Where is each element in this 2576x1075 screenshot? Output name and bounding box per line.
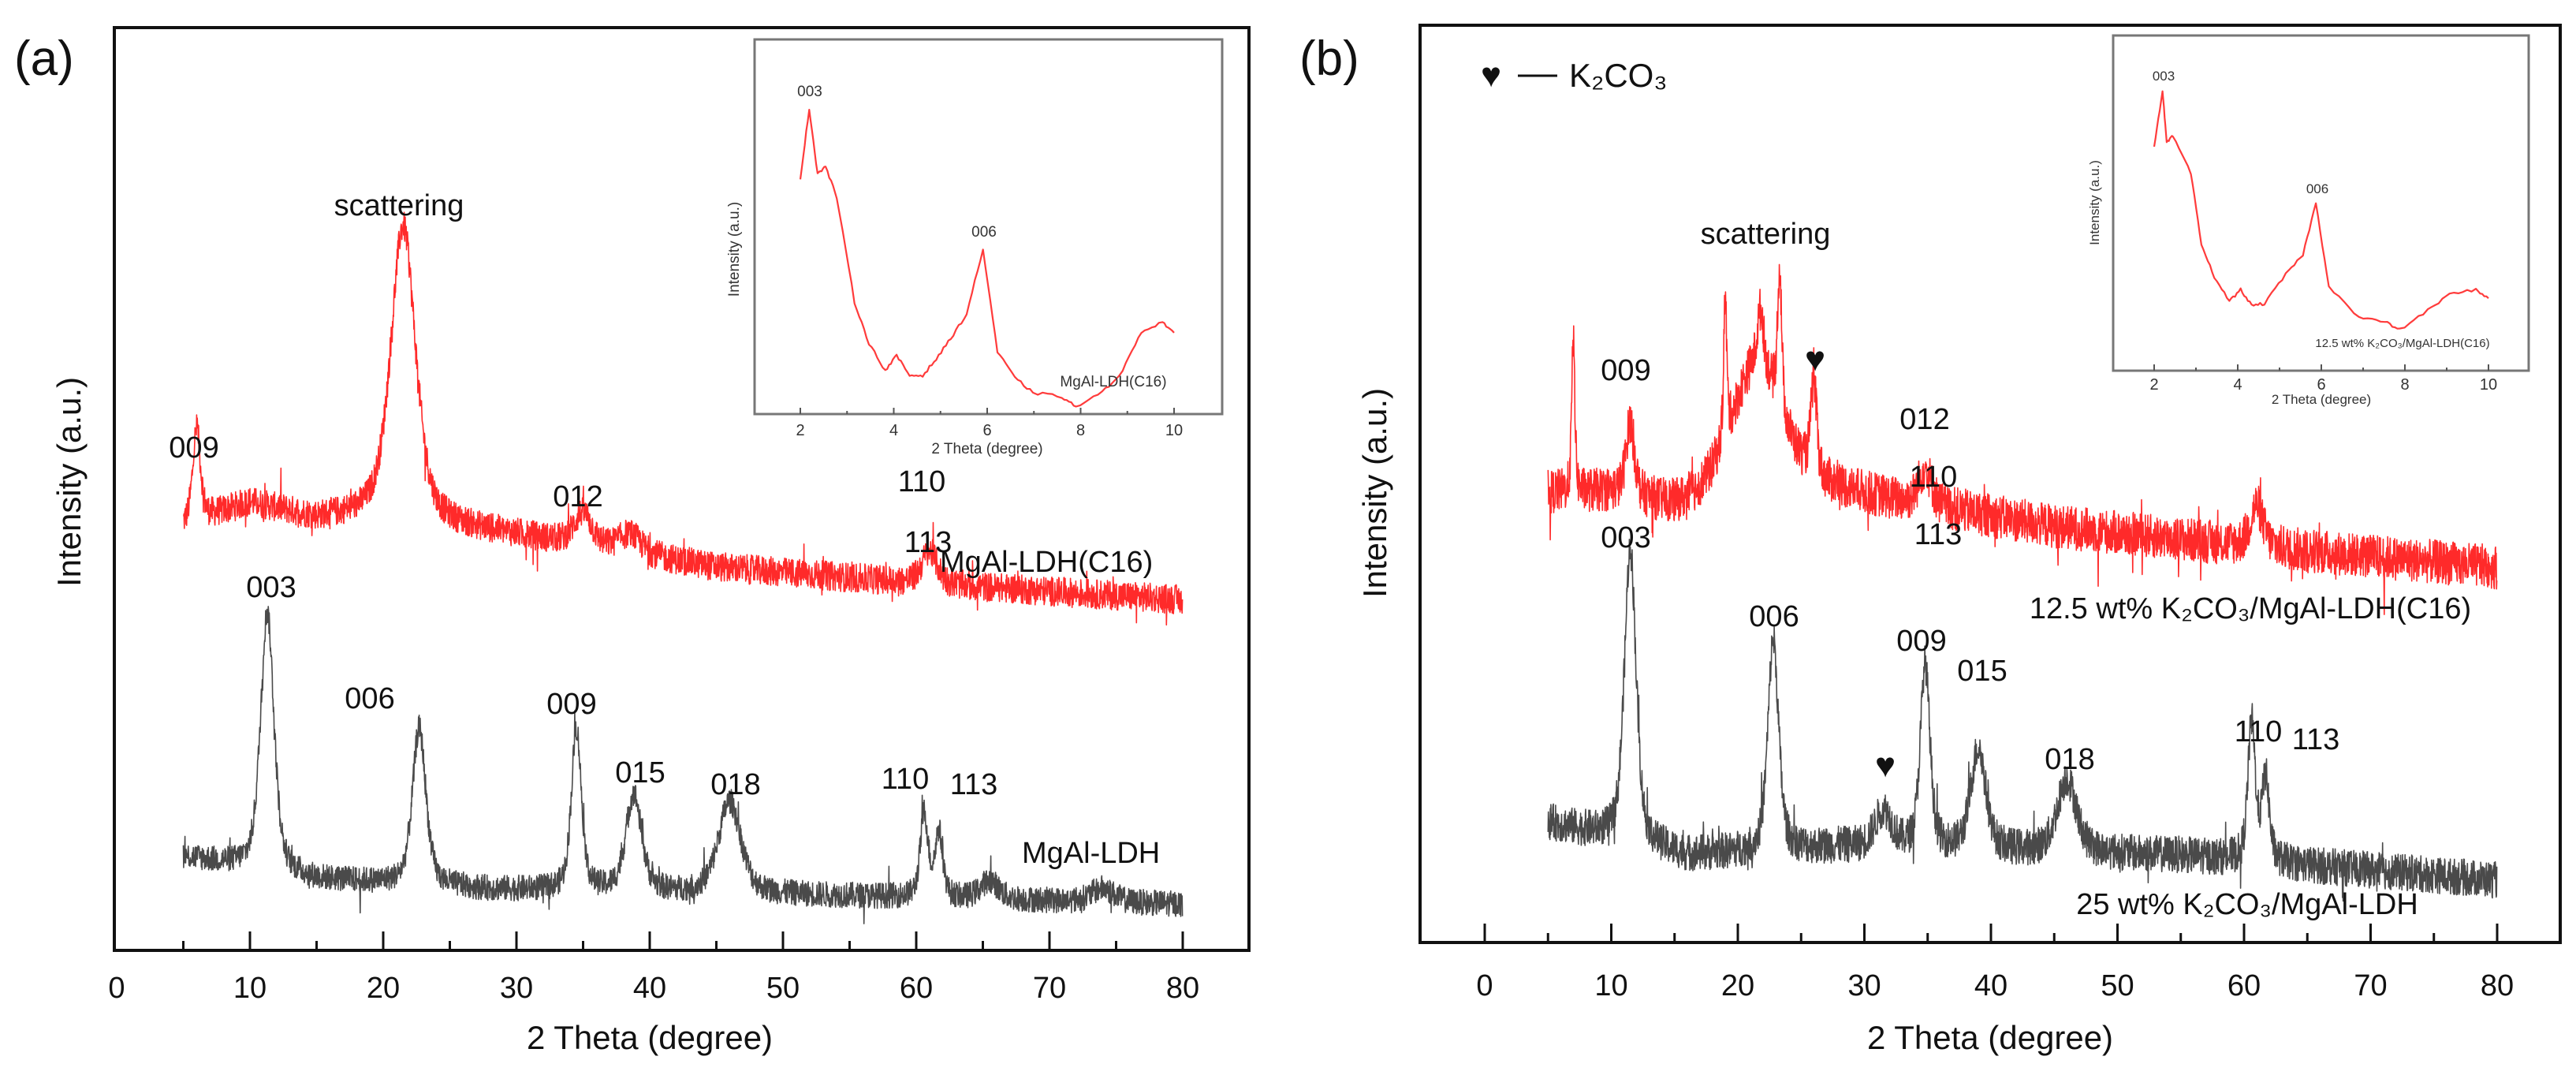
- x-tick-label: 10: [233, 972, 267, 1005]
- legend-k2co3: ♥ K₂CO₃: [1481, 56, 1667, 95]
- peak-label: 009: [1601, 354, 1650, 387]
- panel-a-x-ticks: 0 10 20 30 40 50 60 70 80: [108, 931, 1199, 1005]
- panel-a: (a) 0 10 20 30 40 50 60 70 80 Intensity (a.u.) 2…: [14, 26, 1251, 1056]
- trace-upper-series: [1547, 263, 2498, 615]
- heart-icon: ♥: [1481, 56, 1501, 95]
- inset-peak-label: 006: [2306, 181, 2328, 196]
- inset-x-tick-label: 2: [796, 422, 804, 439]
- inset-sample-label: 12.5 wt% K₂CO₃/MgAl-LDH(C16): [2315, 337, 2489, 350]
- inset-a-x-axis-title: 2 Theta (degree): [931, 441, 1042, 457]
- panel-a-y-axis-title: Intensity (a.u.): [50, 377, 88, 587]
- peak-label: 009: [1896, 625, 1946, 658]
- x-tick-label: 70: [2354, 969, 2387, 1002]
- peak-label: 009: [546, 688, 596, 721]
- panel-b: (b) 0 10 20 30 40 50 60 70 80 Intensity (a.u.) 2…: [1299, 24, 2562, 1056]
- x-tick-label: 30: [1847, 969, 1881, 1002]
- inset-peak-label: 006: [971, 224, 997, 241]
- x-tick-label: 0: [1476, 969, 1493, 1002]
- trace-upper-series: [182, 211, 1184, 626]
- x-tick-label: 10: [1594, 969, 1627, 1002]
- x-tick-label: 40: [1974, 969, 2007, 1002]
- peak-label: 018: [2045, 743, 2094, 776]
- inset-x-tick-label: 4: [889, 422, 898, 439]
- panel-b-y-axis-title: Intensity (a.u.): [1356, 388, 1393, 598]
- inset-a-x-ticks: 2 4 6 8 10: [796, 408, 1183, 439]
- peak-label: 003: [246, 571, 296, 604]
- peak-label: 015: [1957, 655, 2007, 688]
- peak-label-scattering: scattering: [1701, 218, 1831, 251]
- heart-icon: ♥: [1805, 340, 1825, 379]
- heart-icon: ♥: [1875, 746, 1896, 785]
- x-tick-label: 80: [1166, 972, 1199, 1005]
- inset-b-y-axis-title: Intensity (a.u.): [2087, 160, 2102, 245]
- inset-b-frame: [2112, 34, 2530, 372]
- sample-label-12-5wt: 12.5 wt% K₂CO₃/MgAl-LDH(C16): [2030, 592, 2471, 625]
- peak-label: 006: [1749, 600, 1799, 633]
- panel-b-x-axis-title: 2 Theta (degree): [1867, 1019, 2113, 1056]
- inset-x-tick-label: 2: [2149, 376, 2158, 394]
- trace-lower-series: [182, 606, 1184, 924]
- legend-label: K₂CO₃: [1569, 57, 1667, 94]
- x-tick-label: 80: [2481, 969, 2514, 1002]
- x-tick-label: 50: [766, 972, 800, 1005]
- trace-lower-series: [1547, 539, 2498, 902]
- peak-label: 110: [1910, 461, 1958, 494]
- panel-b-x-ticks: 0 10 20 30 40 50 60 70 80: [1476, 924, 2514, 1002]
- inset-b-trace: [2153, 90, 2489, 330]
- inset-peak-label: 003: [2153, 69, 2175, 84]
- x-tick-label: 0: [108, 972, 125, 1005]
- peak-label: 015: [615, 756, 665, 789]
- peak-label: 113: [904, 526, 952, 559]
- inset-trace-line: [799, 109, 1175, 408]
- panel-a-inset: 2 4 6 8 10 Intensity (a.u.) 2 Theta (degree)…: [726, 38, 1224, 457]
- inset-x-tick-label: 10: [1165, 422, 1183, 439]
- inset-x-tick-label: 8: [1076, 422, 1085, 439]
- peak-label: 012: [553, 480, 602, 513]
- peak-label: 113: [950, 768, 998, 801]
- inset-a-frame: [753, 38, 1224, 416]
- peak-label: 113: [2292, 723, 2340, 756]
- peak-label: 009: [169, 431, 218, 465]
- panel-a-traces: [182, 211, 1184, 924]
- x-tick-label: 60: [2227, 969, 2261, 1002]
- peak-label: 110: [2235, 715, 2283, 748]
- panel-a-frame: [113, 26, 1251, 952]
- x-tick-label: 40: [633, 972, 666, 1005]
- x-tick-label: 30: [500, 972, 533, 1005]
- panel-b-label: (b): [1299, 32, 1359, 86]
- inset-peak-label: 003: [797, 84, 822, 100]
- inset-a-y-axis-title: Intensity (a.u.): [726, 202, 743, 297]
- x-tick-label: 20: [367, 972, 400, 1005]
- peak-label: 012: [1899, 403, 1949, 436]
- peak-label: 003: [1601, 521, 1650, 554]
- peak-label: 006: [345, 682, 394, 715]
- peak-label-scattering: scattering: [334, 189, 464, 222]
- inset-x-tick-label: 6: [2317, 376, 2325, 394]
- inset-a-trace: [799, 109, 1175, 408]
- sample-label-25wt: 25 wt% K₂CO₃/MgAl-LDH: [2076, 888, 2418, 921]
- peak-label: 113: [1914, 518, 1963, 551]
- inset-x-tick-label: 6: [982, 422, 991, 439]
- inset-trace-line: [2153, 90, 2489, 330]
- sample-label-mgal-ldh-c16: MgAl-LDH(C16): [940, 546, 1153, 579]
- inset-b-x-ticks: 2 4 6 8 10: [2149, 364, 2497, 394]
- panel-a-label: (a): [14, 32, 74, 86]
- inset-sample-label: MgAl-LDH(C16): [1060, 374, 1166, 390]
- x-tick-label: 70: [1033, 972, 1066, 1005]
- inset-x-tick-label: 10: [2480, 376, 2497, 394]
- panel-b-inset: 2 4 6 8 10 Intensity (a.u.) 2 Theta (degree)…: [2087, 34, 2530, 407]
- x-tick-label: 50: [2101, 969, 2134, 1002]
- inset-x-tick-label: 4: [2233, 376, 2242, 394]
- peak-label: 110: [882, 763, 930, 796]
- inset-b-x-axis-title: 2 Theta (degree): [2272, 392, 2371, 407]
- inset-x-tick-label: 8: [2400, 376, 2409, 394]
- panel-a-x-axis-title: 2 Theta (degree): [527, 1019, 773, 1056]
- sample-label-mgal-ldh: MgAl-LDH: [1022, 837, 1160, 870]
- peak-label: 110: [898, 465, 946, 498]
- peak-label: 018: [710, 768, 760, 801]
- x-tick-label: 20: [1721, 969, 1754, 1002]
- x-tick-label: 60: [900, 972, 933, 1005]
- panel-b-traces: [1547, 263, 2498, 902]
